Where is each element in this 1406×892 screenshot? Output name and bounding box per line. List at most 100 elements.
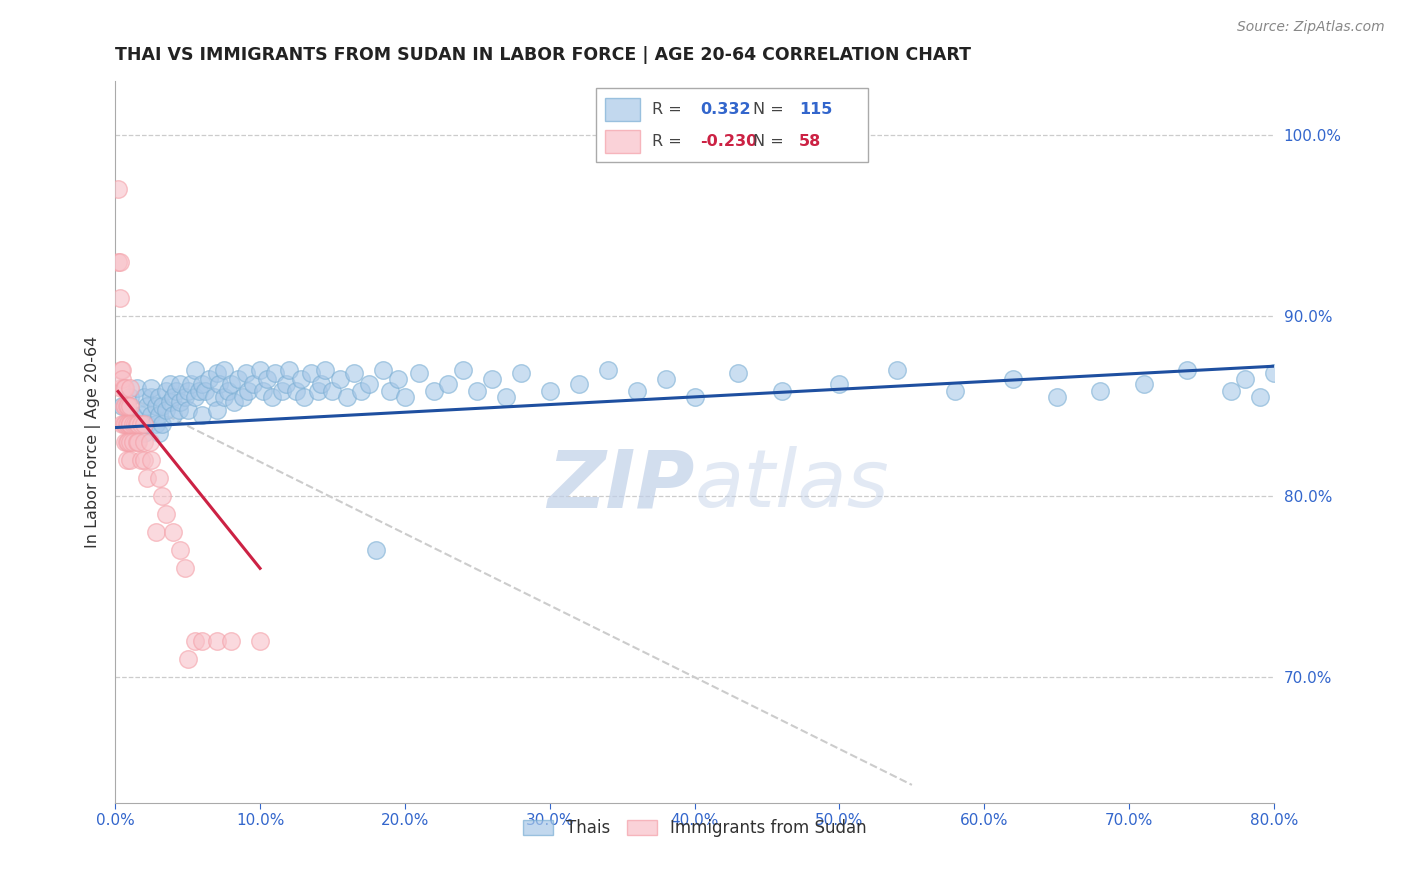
Text: 58: 58	[799, 134, 821, 149]
Point	[568, 377, 591, 392]
Point	[150, 489, 173, 503]
Point	[222, 395, 245, 409]
Point	[654, 372, 676, 386]
Point	[509, 367, 531, 381]
Point	[112, 417, 135, 431]
Point	[114, 381, 136, 395]
Point	[134, 435, 156, 450]
Text: 0.332: 0.332	[700, 102, 751, 117]
Point	[364, 543, 387, 558]
Text: N =: N =	[752, 102, 783, 117]
Text: 115: 115	[799, 102, 832, 117]
Point	[188, 384, 211, 399]
Point	[145, 399, 167, 413]
Point	[169, 543, 191, 558]
Point	[112, 399, 135, 413]
Point	[108, 291, 131, 305]
Point	[118, 390, 141, 404]
Point	[111, 363, 134, 377]
Point	[129, 453, 152, 467]
Point	[373, 363, 395, 377]
Point	[285, 384, 308, 399]
Point	[321, 384, 343, 399]
Point	[1002, 372, 1025, 386]
Point	[121, 435, 143, 450]
Point	[173, 390, 195, 404]
Point	[139, 435, 162, 450]
Point	[1234, 372, 1257, 386]
FancyBboxPatch shape	[606, 97, 640, 120]
Point	[115, 399, 138, 413]
Point	[141, 408, 163, 422]
Point	[184, 390, 207, 404]
Point	[148, 471, 170, 485]
Point	[191, 377, 214, 392]
Point	[125, 435, 148, 450]
Point	[114, 399, 136, 413]
Point	[117, 417, 139, 431]
Point	[350, 384, 373, 399]
Text: THAI VS IMMIGRANTS FROM SUDAN IN LABOR FORCE | AGE 20-64 CORRELATION CHART: THAI VS IMMIGRANTS FROM SUDAN IN LABOR F…	[115, 46, 972, 64]
Point	[125, 417, 148, 431]
Point	[235, 367, 257, 381]
Point	[145, 417, 167, 431]
Point	[107, 254, 129, 268]
Point	[191, 408, 214, 422]
Text: atlas: atlas	[695, 446, 890, 524]
Point	[212, 363, 235, 377]
Point	[162, 408, 184, 422]
Point	[290, 372, 312, 386]
Point	[136, 471, 159, 485]
Point	[217, 384, 239, 399]
Point	[292, 390, 315, 404]
Point	[228, 372, 250, 386]
Point	[408, 367, 430, 381]
Point	[1320, 384, 1343, 399]
Point	[219, 377, 242, 392]
Point	[252, 384, 274, 399]
Point	[107, 182, 129, 196]
Point	[162, 525, 184, 540]
Point	[1292, 377, 1315, 392]
Point	[111, 372, 134, 386]
Point	[1277, 384, 1299, 399]
Point	[114, 435, 136, 450]
Point	[118, 417, 141, 431]
Point	[194, 384, 217, 399]
Point	[1263, 367, 1285, 381]
Point	[141, 390, 163, 404]
Point	[387, 372, 409, 386]
Point	[115, 453, 138, 467]
Point	[467, 384, 489, 399]
Point	[232, 390, 254, 404]
Point	[150, 417, 173, 431]
Point	[118, 435, 141, 450]
Text: R =: R =	[652, 134, 682, 149]
Y-axis label: In Labor Force | Age 20-64: In Labor Force | Age 20-64	[86, 336, 101, 548]
Point	[114, 417, 136, 431]
Point	[451, 363, 474, 377]
Point	[727, 367, 749, 381]
Point	[150, 399, 173, 413]
Point	[118, 417, 141, 431]
Point	[148, 425, 170, 440]
Point	[127, 435, 149, 450]
Point	[1046, 390, 1069, 404]
Point	[336, 390, 359, 404]
Point	[155, 402, 177, 417]
Point	[828, 377, 851, 392]
Point	[495, 390, 517, 404]
Point	[117, 399, 139, 413]
Legend: Thais, Immigrants from Sudan: Thais, Immigrants from Sudan	[516, 813, 873, 844]
Point	[110, 363, 132, 377]
Point	[184, 363, 207, 377]
Point	[129, 417, 152, 431]
Point	[357, 377, 380, 392]
Point	[134, 453, 156, 467]
Point	[115, 417, 138, 431]
Point	[118, 453, 141, 467]
Point	[299, 367, 322, 381]
Point	[943, 384, 966, 399]
Point	[159, 377, 181, 392]
Point	[129, 408, 152, 422]
